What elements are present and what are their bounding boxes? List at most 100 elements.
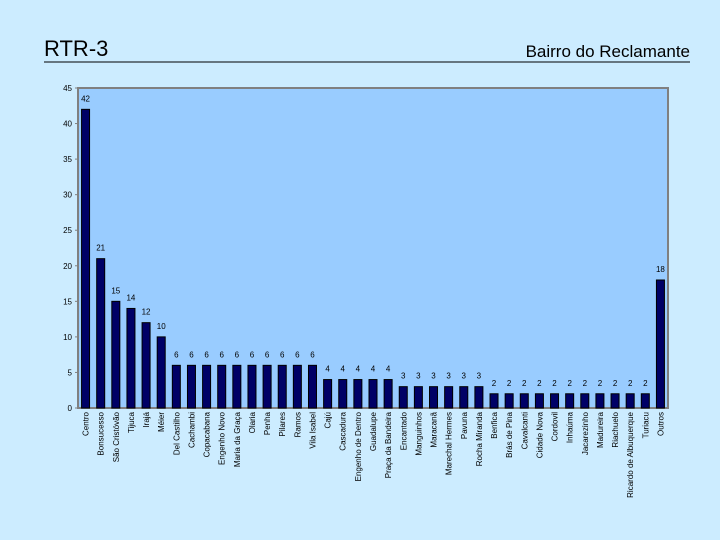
bar [444,386,454,409]
x-tick-label: Cajú [324,412,333,428]
bar [429,386,439,409]
value-label: 12 [142,308,151,317]
x-tick-label: Cascadura [339,411,348,450]
x-tick-label: Tijuca [127,411,136,433]
bar [640,393,650,409]
x-tick-label: Turiacu [641,412,650,438]
x-tick-label: São Cristóvão [112,411,121,462]
value-label: 2 [613,379,618,388]
value-label: 4 [371,365,376,374]
bar [171,364,181,409]
bar [186,364,196,409]
value-label: 6 [189,350,194,359]
x-tick-label: Praça da Bandeira [384,411,393,478]
value-label: 2 [598,379,603,388]
value-label: 2 [537,379,542,388]
bar [474,386,484,409]
bar [338,379,348,409]
value-label: 10 [157,322,166,331]
bar [277,364,287,409]
bar [610,393,620,409]
bar [262,364,272,409]
value-label: 3 [477,372,482,381]
bar [96,258,106,409]
bar [217,364,227,409]
bar [202,364,212,409]
x-tick-label: Cachambi [187,412,196,448]
bar [398,386,408,409]
value-label: 2 [552,379,557,388]
x-tick-label: Ricardo de Albuquerque [626,411,635,497]
value-label: 2 [492,379,497,388]
y-tick-label: 25 [63,226,72,235]
bar [534,393,544,409]
bar [519,393,529,409]
value-label: 15 [111,286,120,295]
bar [323,379,333,409]
value-label: 3 [462,372,467,381]
value-label: 6 [280,350,285,359]
x-tick-label: Pilares [278,412,287,436]
y-tick-label: 10 [63,333,72,342]
bar [550,393,560,409]
x-tick-label: Guadalupe [369,411,378,451]
value-label: 6 [265,350,270,359]
x-tick-label: Encantado [399,411,408,450]
x-tick-label: Méier [157,412,166,432]
plot-area [77,87,669,409]
bar [625,393,635,409]
bar [580,393,590,409]
x-tick-label: Cidade Nova [535,411,544,458]
y-tick-label: 15 [63,297,72,306]
bar [141,322,151,409]
x-tick-label: Pavuna [460,411,469,439]
bar [383,379,393,409]
x-tick-label: Madureira [596,411,605,448]
value-label: 2 [507,379,512,388]
bar [247,364,257,409]
value-label: 4 [341,365,346,374]
bar [655,279,665,409]
bar [565,393,575,409]
x-tick-label: Penha [263,411,272,435]
x-tick-label: Marechal Hermes [445,412,454,475]
bar [368,379,378,409]
bar [156,336,166,409]
x-tick-label: Irajá [142,411,151,427]
x-tick-label: Bonsucesso [97,411,106,455]
value-label: 6 [250,350,255,359]
x-tick-label: Vila Isabel [308,412,317,449]
bar [307,364,317,409]
bar [232,364,242,409]
y-tick-label: 30 [63,191,72,200]
value-label: 18 [656,265,665,274]
x-tick-label: Copacabana [203,411,212,457]
x-tick-label: Benfica [490,411,499,438]
bar [81,108,91,409]
value-label: 3 [401,372,406,381]
bar [111,300,121,409]
value-label: 2 [643,379,648,388]
bar [489,393,499,409]
chart-title: RTR-3 [44,36,108,61]
y-tick-label: 40 [63,120,72,129]
y-tick-label: 20 [63,262,72,271]
value-label: 42 [81,94,90,103]
x-tick-label: Ramos [293,412,302,437]
value-label: 4 [356,365,361,374]
bar [126,307,136,409]
value-label: 21 [96,244,105,253]
value-label: 4 [386,365,391,374]
value-label: 2 [522,379,527,388]
x-tick-label: Jacarezinho [581,411,590,455]
x-tick-label: Cavalcanti [520,412,529,450]
x-tick-label: Outros [656,412,665,436]
bar [413,386,423,409]
x-tick-label: Centro [82,411,91,436]
value-label: 3 [416,372,421,381]
x-tick-label: Manguinhos [414,412,423,456]
value-label: 6 [219,350,224,359]
x-tick-label: Brás de Pina [505,411,514,457]
